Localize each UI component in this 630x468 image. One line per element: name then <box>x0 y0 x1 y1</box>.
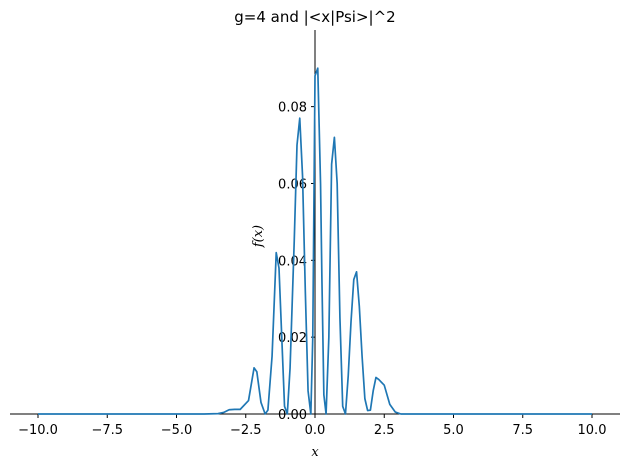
x-tick-label: −2.5 <box>230 423 262 438</box>
y-tick-label: 0.06 <box>278 177 307 192</box>
x-tick-label: −7.5 <box>91 423 123 438</box>
x-tick-label: 2.5 <box>374 423 395 438</box>
x-tick-label: 10.0 <box>578 423 607 438</box>
y-tick-label: 0.00 <box>278 408 307 423</box>
tick-layer: −10.0 −7.5 −5.0 −2.5 0.0 2.5 5.0 7.5 10.0 0.00 0.0… <box>18 101 606 438</box>
series-line <box>38 67 592 415</box>
y-tick-label: 0.04 <box>278 254 307 269</box>
x-tick-label: 0.0 <box>305 423 326 438</box>
y-axis-label: f(x) <box>251 225 266 248</box>
x-tick-label: −5.0 <box>161 423 193 438</box>
x-tick-label: −10.0 <box>18 423 58 438</box>
x-tick-label: 5.0 <box>443 423 464 438</box>
x-axis-label: x <box>311 445 319 460</box>
chart-title: g=4 and |<x|Psi>|^2 <box>234 8 395 26</box>
x-tick-label: 7.5 <box>512 423 533 438</box>
y-tick-label: 0.08 <box>278 101 307 116</box>
y-tick-label: 0.02 <box>278 331 307 346</box>
